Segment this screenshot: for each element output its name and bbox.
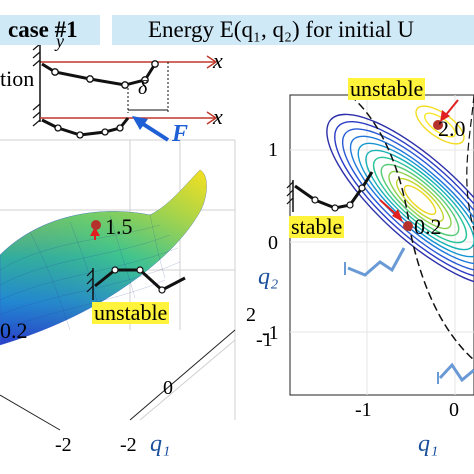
saddle-marker [433, 99, 459, 130]
saddle-value: 2.0 [438, 116, 466, 141]
wall-hatch-icon [32, 43, 41, 127]
unstable-label-right: unstable [348, 76, 426, 101]
left-tick-2: 2 [246, 304, 256, 326]
config-label: tion [0, 66, 35, 91]
right-tick-x0: 0 [449, 399, 459, 421]
left-tick-neg2-a: -2 [120, 434, 137, 456]
surface-low-value: 0.2 [0, 318, 28, 343]
upper-x-label: x [213, 48, 223, 73]
delta-label: δ [138, 77, 148, 99]
left-tick-neg1: -1 [256, 329, 273, 351]
lower-x-label: x [213, 104, 223, 129]
force-arrow-icon [138, 120, 170, 142]
right-tick-1: 1 [268, 139, 278, 161]
unstable-chain-left [86, 266, 186, 300]
right-tick-xneg1: -1 [355, 399, 372, 421]
case-banner [0, 15, 100, 45]
right-tick-0: 0 [268, 232, 278, 254]
left-tick-neg2-b: -2 [55, 434, 72, 456]
right-x-label: q₁ [418, 431, 439, 457]
force-label: F [172, 121, 189, 147]
unstable-label-left: unstable [92, 300, 170, 325]
surface-point-value: 1.5 [105, 214, 133, 239]
figure-title: Energy E(q₁, q₂) for initial U [148, 17, 414, 42]
left-axes-frame [0, 329, 236, 431]
energy-surface [0, 169, 207, 346]
stable-label: stable [289, 214, 345, 239]
stable-chain [286, 171, 374, 212]
case-label: case #1 [8, 17, 78, 42]
robot-arm-icon [344, 247, 406, 277]
config-sketch [32, 26, 218, 142]
y-axis-label: y [56, 31, 64, 51]
right-plot-frame [289, 94, 474, 396]
robot-arm-icon-2 [437, 362, 474, 384]
left-tick-0: 0 [163, 377, 173, 399]
left-x-label: q₁ [150, 431, 171, 457]
title-banner [112, 15, 474, 45]
minimum-marker [379, 199, 413, 231]
min-value: 0.2 [414, 214, 442, 239]
surface-point-marker [90, 220, 101, 240]
right-y-label: q₂ [258, 264, 279, 290]
right-tick-neg1: -1 [262, 322, 279, 344]
